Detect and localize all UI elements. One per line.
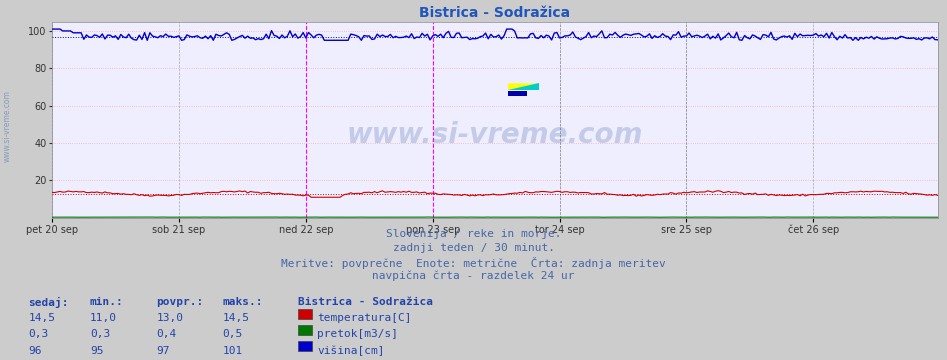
Text: temperatura[C]: temperatura[C] <box>317 313 412 323</box>
Text: Meritve: povprečne  Enote: metrične  Črta: zadnja meritev: Meritve: povprečne Enote: metrične Črta:… <box>281 257 666 269</box>
Title: Bistrica - Sodražica: Bistrica - Sodražica <box>420 6 570 21</box>
Text: 0,5: 0,5 <box>223 329 242 339</box>
Text: min.:: min.: <box>90 297 124 307</box>
Text: 95: 95 <box>90 346 103 356</box>
Text: 11,0: 11,0 <box>90 313 117 323</box>
Text: Bistrica - Sodražica: Bistrica - Sodražica <box>298 297 434 307</box>
Text: pretok[m3/s]: pretok[m3/s] <box>317 329 399 339</box>
Text: 14,5: 14,5 <box>28 313 56 323</box>
Text: 0,3: 0,3 <box>28 329 48 339</box>
Text: 97: 97 <box>156 346 170 356</box>
Text: 14,5: 14,5 <box>223 313 250 323</box>
Bar <box>509 91 527 96</box>
Text: www.si-vreme.com: www.si-vreme.com <box>347 121 643 149</box>
Text: povpr.:: povpr.: <box>156 297 204 307</box>
Text: 101: 101 <box>223 346 242 356</box>
Polygon shape <box>509 84 539 90</box>
Text: www.si-vreme.com: www.si-vreme.com <box>3 90 12 162</box>
Text: 96: 96 <box>28 346 42 356</box>
Text: zadnji teden / 30 minut.: zadnji teden / 30 minut. <box>392 243 555 253</box>
Text: 0,3: 0,3 <box>90 329 110 339</box>
Text: maks.:: maks.: <box>223 297 263 307</box>
Text: višina[cm]: višina[cm] <box>317 346 384 356</box>
Text: 0,4: 0,4 <box>156 329 176 339</box>
Text: navpična črta - razdelek 24 ur: navpična črta - razdelek 24 ur <box>372 271 575 281</box>
Text: sedaj:: sedaj: <box>28 297 69 308</box>
Text: 13,0: 13,0 <box>156 313 184 323</box>
Text: Slovenija / reke in morje.: Slovenija / reke in morje. <box>385 229 562 239</box>
Polygon shape <box>509 84 539 90</box>
